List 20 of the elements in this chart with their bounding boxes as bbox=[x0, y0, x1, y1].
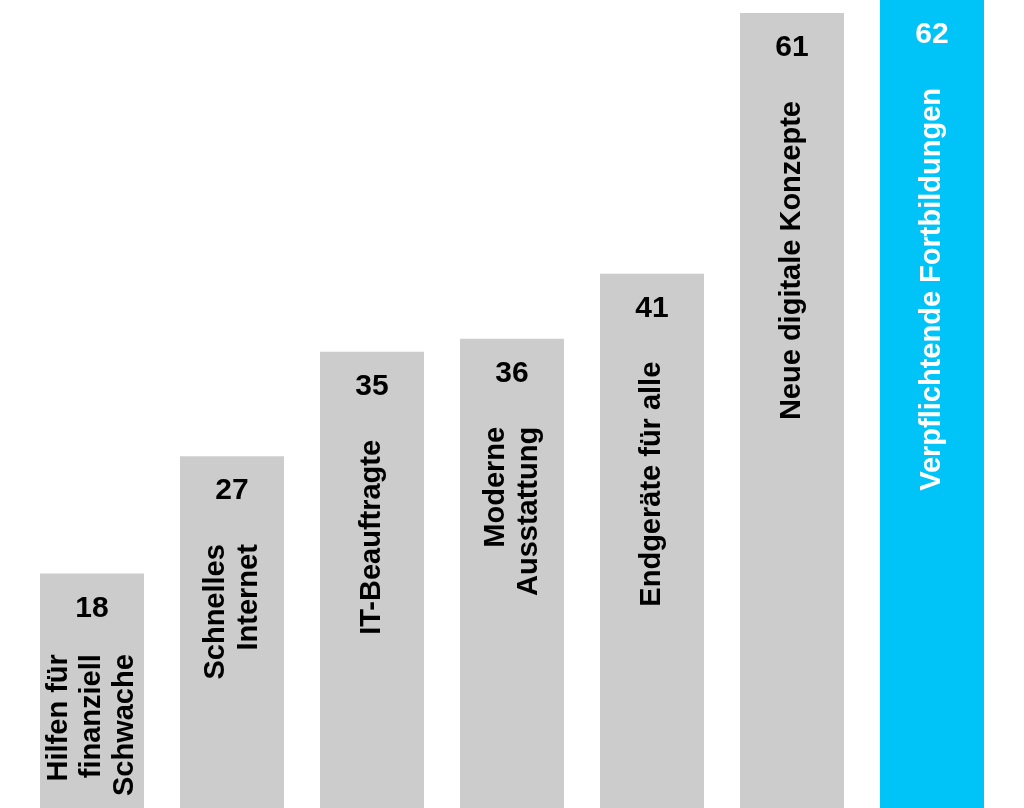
data-label: 61 bbox=[775, 29, 809, 63]
x-tick-label: Verpflichtende Fortbildungen bbox=[914, 88, 946, 491]
data-label: 41 bbox=[635, 289, 669, 323]
x-tick-label: Endgeräte für alle bbox=[634, 361, 666, 607]
data-label: 35 bbox=[355, 368, 389, 402]
x-tick-label: Hilfen für finanziell Schwache bbox=[41, 654, 139, 796]
bar bbox=[599, 273, 705, 808]
x-tick-label: Neue digitale Konzepte bbox=[774, 101, 806, 421]
bar bbox=[319, 351, 425, 808]
bar bbox=[179, 456, 285, 808]
x-tick-label: Schnelles Internet bbox=[197, 543, 263, 680]
bar bbox=[459, 338, 565, 808]
bar bbox=[879, 0, 985, 808]
data-label: 18 bbox=[75, 589, 109, 623]
data-label: 27 bbox=[215, 472, 249, 506]
x-tick-label: IT-Beauftragte bbox=[354, 439, 386, 635]
data-label: 36 bbox=[495, 355, 529, 389]
bar bbox=[739, 13, 845, 808]
x-tick-label: Moderne Ausstattung bbox=[477, 426, 543, 597]
data-label: 62 bbox=[915, 16, 949, 50]
